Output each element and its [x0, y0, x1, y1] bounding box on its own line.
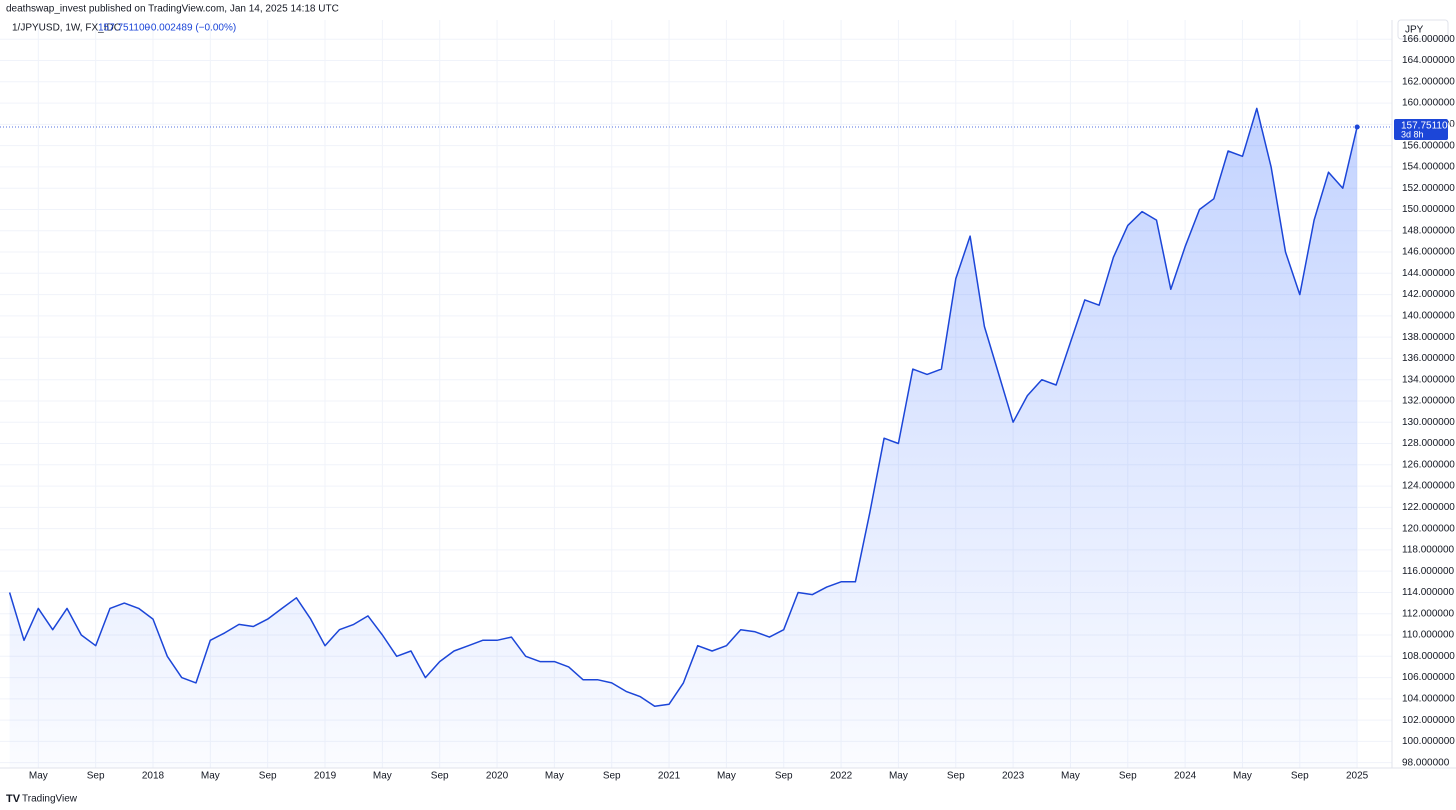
- x-tick-label: May: [1233, 771, 1252, 782]
- area-fill: [9, 108, 1358, 768]
- y-tick-label: 156.000000: [1402, 140, 1455, 151]
- x-tick-label: May: [545, 771, 564, 782]
- x-tick-label: 2025: [1346, 771, 1369, 782]
- price-tag-countdown: 3d 8h: [1401, 129, 1424, 139]
- y-tick-label: 100.000000: [1402, 736, 1455, 747]
- y-tick-label: 118.000000: [1402, 545, 1455, 556]
- x-tick-label: May: [717, 771, 736, 782]
- y-tick-label: 98.000000: [1402, 757, 1450, 768]
- y-tick-label: 126.000000: [1402, 459, 1455, 470]
- symbol-legend: 1/JPYUSD, 1W, FX_IDC: [12, 23, 121, 34]
- x-tick-label: 2019: [314, 771, 337, 782]
- x-tick-label: Sep: [259, 771, 277, 782]
- y-tick-label: 138.000000: [1402, 332, 1455, 343]
- y-tick-label: 162.000000: [1402, 76, 1455, 87]
- x-tick-label: May: [373, 771, 392, 782]
- legend-change: −0.002489 (−0.00%): [145, 23, 236, 34]
- publisher: deathswap_invest published on TradingVie…: [6, 4, 339, 15]
- y-tick-label: 152.000000: [1402, 183, 1455, 194]
- y-tick-label: 144.000000: [1402, 268, 1455, 279]
- x-tick-label: Sep: [1119, 771, 1137, 782]
- price-tag: [1394, 119, 1448, 141]
- y-tick-label: 130.000000: [1402, 417, 1455, 428]
- y-tick-label: 122.000000: [1402, 502, 1455, 513]
- y-tick-label: 148.000000: [1402, 225, 1455, 236]
- y-tick-label: 110.000000: [1402, 630, 1455, 641]
- x-tick-label: Sep: [87, 771, 105, 782]
- last-point: [1354, 124, 1360, 130]
- price-tag-value: 157.751100: [1401, 121, 1454, 132]
- x-tick-label: Sep: [1291, 771, 1309, 782]
- x-tick-label: Sep: [775, 771, 793, 782]
- y-tick-label: 150.000000: [1402, 204, 1455, 215]
- x-tick-label: 2024: [1174, 771, 1197, 782]
- y-tick-label: 142.000000: [1402, 289, 1455, 300]
- logo-mark: TV: [6, 793, 21, 805]
- x-tick-label: 2021: [658, 771, 681, 782]
- y-tick-label: 164.000000: [1402, 55, 1455, 66]
- plot: [0, 107, 1392, 768]
- y-tick-label: 136.000000: [1402, 353, 1455, 364]
- x-tick-label: 2020: [486, 771, 509, 782]
- y-tick-label: 114.000000: [1402, 587, 1455, 598]
- x-tick-label: May: [201, 771, 220, 782]
- currency-button[interactable]: [1397, 19, 1449, 40]
- y-tick-label: 132.000000: [1402, 396, 1455, 407]
- y-tick-label: 104.000000: [1402, 693, 1455, 704]
- y-tick-label: 146.000000: [1402, 247, 1455, 258]
- y-tick-label: 128.000000: [1402, 438, 1455, 449]
- x-tick-label: Sep: [431, 771, 449, 782]
- y-tick-label: 112.000000: [1402, 608, 1455, 619]
- x-tick-label: 2018: [142, 771, 165, 782]
- x-tick-label: 2023: [1002, 771, 1025, 782]
- y-tick-label: 140.000000: [1402, 310, 1455, 321]
- y-tick-label: 166.000000: [1402, 34, 1455, 45]
- y-tick-label: 116.000000: [1402, 566, 1455, 577]
- y-tick-label: 106.000000: [1402, 672, 1455, 683]
- y-tick-label: 134.000000: [1402, 374, 1455, 385]
- x-tick-label: 2022: [830, 771, 853, 782]
- y-tick-label: 120.000000: [1402, 523, 1455, 534]
- y-tick-label: 102.000000: [1402, 715, 1455, 726]
- currency-label: JPY: [1405, 25, 1424, 36]
- x-tick-label: Sep: [603, 771, 621, 782]
- y-tick-label: 160.000000: [1402, 98, 1455, 109]
- legend-last: 157.751100: [98, 23, 151, 34]
- y-tick-label: 108.000000: [1402, 651, 1455, 662]
- y-tick-label: 154.000000: [1402, 162, 1455, 173]
- x-tick-label: May: [1061, 771, 1080, 782]
- brand: TradingView: [22, 794, 78, 805]
- x-tick-label: May: [889, 771, 908, 782]
- y-tick-label: 124.000000: [1402, 481, 1455, 492]
- price-line: [8, 107, 1358, 708]
- x-tick-label: Sep: [947, 771, 965, 782]
- x-tick-label: May: [29, 771, 48, 782]
